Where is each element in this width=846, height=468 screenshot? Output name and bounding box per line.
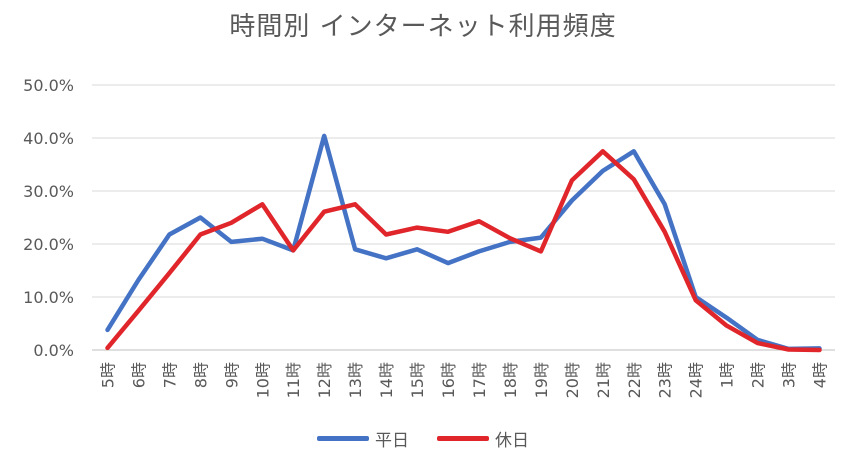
x-tick-label: 13時 — [346, 362, 365, 398]
legend-item-weekday: 平日 — [317, 426, 409, 451]
legend-swatch-holiday — [437, 436, 489, 441]
x-tick-label: 16時 — [439, 362, 458, 398]
chart-title: 時間別 インターネット利用頻度 — [229, 12, 617, 42]
x-tick-label: 19時 — [532, 362, 551, 398]
x-tick-label: 4時 — [811, 362, 830, 388]
y-tick-label: 10.0% — [23, 288, 74, 307]
x-tick-label: 12時 — [315, 362, 334, 398]
y-tick-label: 50.0% — [23, 76, 74, 95]
x-tick-label: 14時 — [377, 362, 396, 398]
x-tick-label: 22時 — [625, 362, 644, 398]
legend-swatch-weekday — [317, 436, 369, 441]
x-tick-label: 5時 — [98, 362, 117, 388]
x-tick-label: 6時 — [129, 362, 148, 388]
x-tick-label: 15時 — [408, 362, 427, 398]
x-tick-label: 3時 — [780, 362, 799, 388]
x-tick-label: 23時 — [656, 362, 675, 398]
series-line-holiday — [105, 149, 822, 353]
legend-item-holiday: 休日 — [437, 426, 529, 451]
x-tick-label: 7時 — [160, 362, 179, 388]
y-tick-label: 0.0% — [33, 341, 74, 360]
legend: 平日 休日 — [0, 426, 846, 451]
x-tick-label: 8時 — [191, 362, 210, 388]
legend-label-weekday: 平日 — [375, 431, 409, 451]
x-tick-label: 9時 — [222, 362, 241, 388]
x-tick-label: 10時 — [253, 362, 272, 398]
y-tick-label: 40.0% — [23, 129, 74, 148]
x-tick-label: 20時 — [563, 362, 582, 398]
x-tick-label: 21時 — [594, 362, 613, 398]
x-tick-label: 18時 — [501, 362, 520, 398]
x-tick-label: 24時 — [687, 362, 706, 398]
y-tick-label: 30.0% — [23, 182, 74, 201]
x-tick-label: 1時 — [718, 362, 737, 388]
y-tick-label: 20.0% — [23, 235, 74, 254]
series-line-weekday — [105, 133, 822, 352]
x-tick-label: 11時 — [284, 362, 303, 398]
legend-label-holiday: 休日 — [495, 431, 529, 451]
x-tick-label: 17時 — [470, 362, 489, 398]
x-tick-label: 2時 — [749, 362, 768, 388]
